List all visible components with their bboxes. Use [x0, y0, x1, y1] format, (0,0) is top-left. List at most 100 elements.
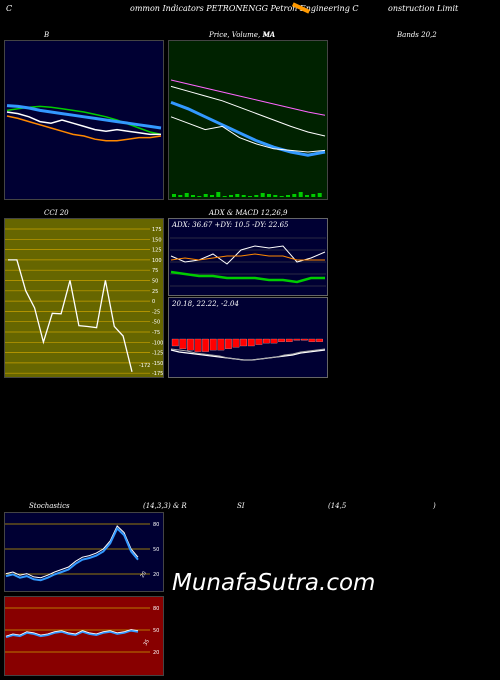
label-stochastics: Stochastics: [29, 502, 70, 510]
cci-last-label: -172: [139, 363, 150, 369]
volume-bar: [241, 195, 246, 197]
volume-bar: [305, 195, 309, 197]
macd-bar: [171, 338, 179, 347]
adx-values: ADX: 36.67 +DY: 10.5 -DY: 22.65: [172, 221, 289, 229]
label-rsi-params: (14,5: [328, 502, 347, 510]
macd-bar: [209, 338, 217, 351]
macd-bar: [263, 338, 270, 344]
macd-bar: [270, 338, 278, 344]
rsi-smoothed-line: [5, 629, 139, 637]
bollinger-series-line: [6, 104, 162, 130]
macd-bar: [225, 338, 232, 349]
stoch-k-line: [5, 525, 139, 579]
label-cci: CCI 20: [44, 209, 69, 217]
macd-bar: [278, 338, 285, 342]
volume-bar: [311, 194, 316, 197]
price-ma-panel: [168, 40, 328, 200]
rsi-tick-label: 20: [153, 650, 159, 656]
volume-bar: [191, 195, 195, 197]
adx-series-line: [170, 245, 326, 265]
macd-bar: [301, 338, 308, 341]
cci-tick-label: 175: [152, 227, 162, 233]
volume-bar: [197, 196, 202, 197]
label-stoch-params: (14,3,3) & R: [143, 502, 187, 510]
macd-bar: [217, 338, 225, 351]
volume-bar: [178, 195, 183, 197]
adx-series-line: [170, 270, 325, 284]
cci-tick-label: -75: [152, 330, 160, 336]
bollinger-series-line: [6, 105, 162, 136]
cci-tick-label: -125: [152, 351, 163, 357]
price-ma-series-line: [170, 85, 326, 137]
volume-bar: [279, 196, 284, 197]
cci-line: [8, 259, 133, 372]
label-adx-macd: ADX & MACD 12,26,9: [209, 209, 288, 217]
stoch-tick-label: 50: [153, 547, 159, 553]
macd-bar: [240, 338, 247, 347]
macd-bar: [187, 338, 194, 351]
bollinger-series-line: [6, 115, 162, 142]
cci-tick-label: -175: [152, 371, 163, 377]
volume-bar: [210, 195, 214, 197]
price-ma-series-line: [170, 116, 326, 153]
volume-bar: [267, 194, 271, 197]
volume-bar: [317, 193, 322, 197]
label-b: B: [44, 31, 50, 39]
header-title: ommon Indicators PETRONENGG Petron Engin…: [130, 4, 359, 13]
cci-tick-label: 0: [152, 299, 155, 305]
cci-tick-label: 125: [152, 248, 162, 254]
rsi-panel: [4, 596, 164, 676]
cci-tick-label: 100: [152, 258, 162, 264]
bollinger-series-line: [6, 111, 161, 136]
cci-tick-label: -25: [152, 309, 160, 315]
macd-bar: [308, 338, 316, 342]
stoch-tick-label: 80: [153, 522, 159, 528]
label-bands: Bands 20,2: [397, 31, 437, 39]
macd-values: 20.18, 22.22, -2.04: [172, 300, 239, 308]
volume-bar: [248, 196, 252, 197]
volume-bar: [184, 193, 189, 197]
stoch-last-label: 20: [140, 570, 148, 579]
macd-bar: [179, 338, 187, 349]
cci-tick-label: 50: [152, 279, 158, 285]
macd-bar: [247, 338, 255, 347]
macd-bar: [255, 338, 263, 345]
watermark: MunafaSutra.com: [172, 570, 376, 596]
rsi-tick-label: 80: [153, 606, 159, 612]
price-ma-series-line: [170, 79, 326, 116]
volume-bar: [292, 194, 297, 197]
volume-bar: [254, 195, 259, 197]
volume-bar: [172, 194, 176, 197]
macd-signal-line: [170, 348, 326, 361]
volume-bar: [235, 194, 240, 197]
label-price-ma: Price, Volume, MA: [209, 31, 275, 39]
cci-tick-label: 25: [152, 289, 158, 295]
label-rsi-close: ): [433, 502, 436, 510]
cci-tick-label: 150: [152, 237, 162, 243]
volume-bar: [222, 196, 227, 197]
header-title-2: onstruction Limit: [388, 4, 459, 13]
macd-bar: [285, 338, 293, 342]
volume-bar: [216, 192, 221, 197]
rsi-line: [5, 629, 139, 639]
macd-bar: [316, 338, 323, 342]
volume-bar: [203, 194, 208, 197]
volume-bar: [229, 195, 233, 197]
adx-panel: [168, 218, 328, 296]
cci-tick-label: -150: [152, 361, 163, 367]
macd-panel: [168, 297, 328, 378]
label-ma: MA: [263, 31, 276, 39]
macd-bar: [194, 338, 202, 352]
bollinger-panel: [4, 40, 164, 200]
macd-bar: [202, 338, 209, 352]
volume-bar: [298, 192, 303, 197]
volume-bar: [260, 193, 265, 197]
stoch-tick-label: 20: [153, 572, 159, 578]
macd-bar: [232, 338, 240, 348]
price-ma-series-line: [170, 100, 326, 157]
rsi-tick-label: 50: [153, 628, 159, 634]
cci-tick-label: -50: [152, 320, 160, 326]
adx-series-line: [170, 253, 325, 261]
macd-bar: [293, 338, 301, 341]
